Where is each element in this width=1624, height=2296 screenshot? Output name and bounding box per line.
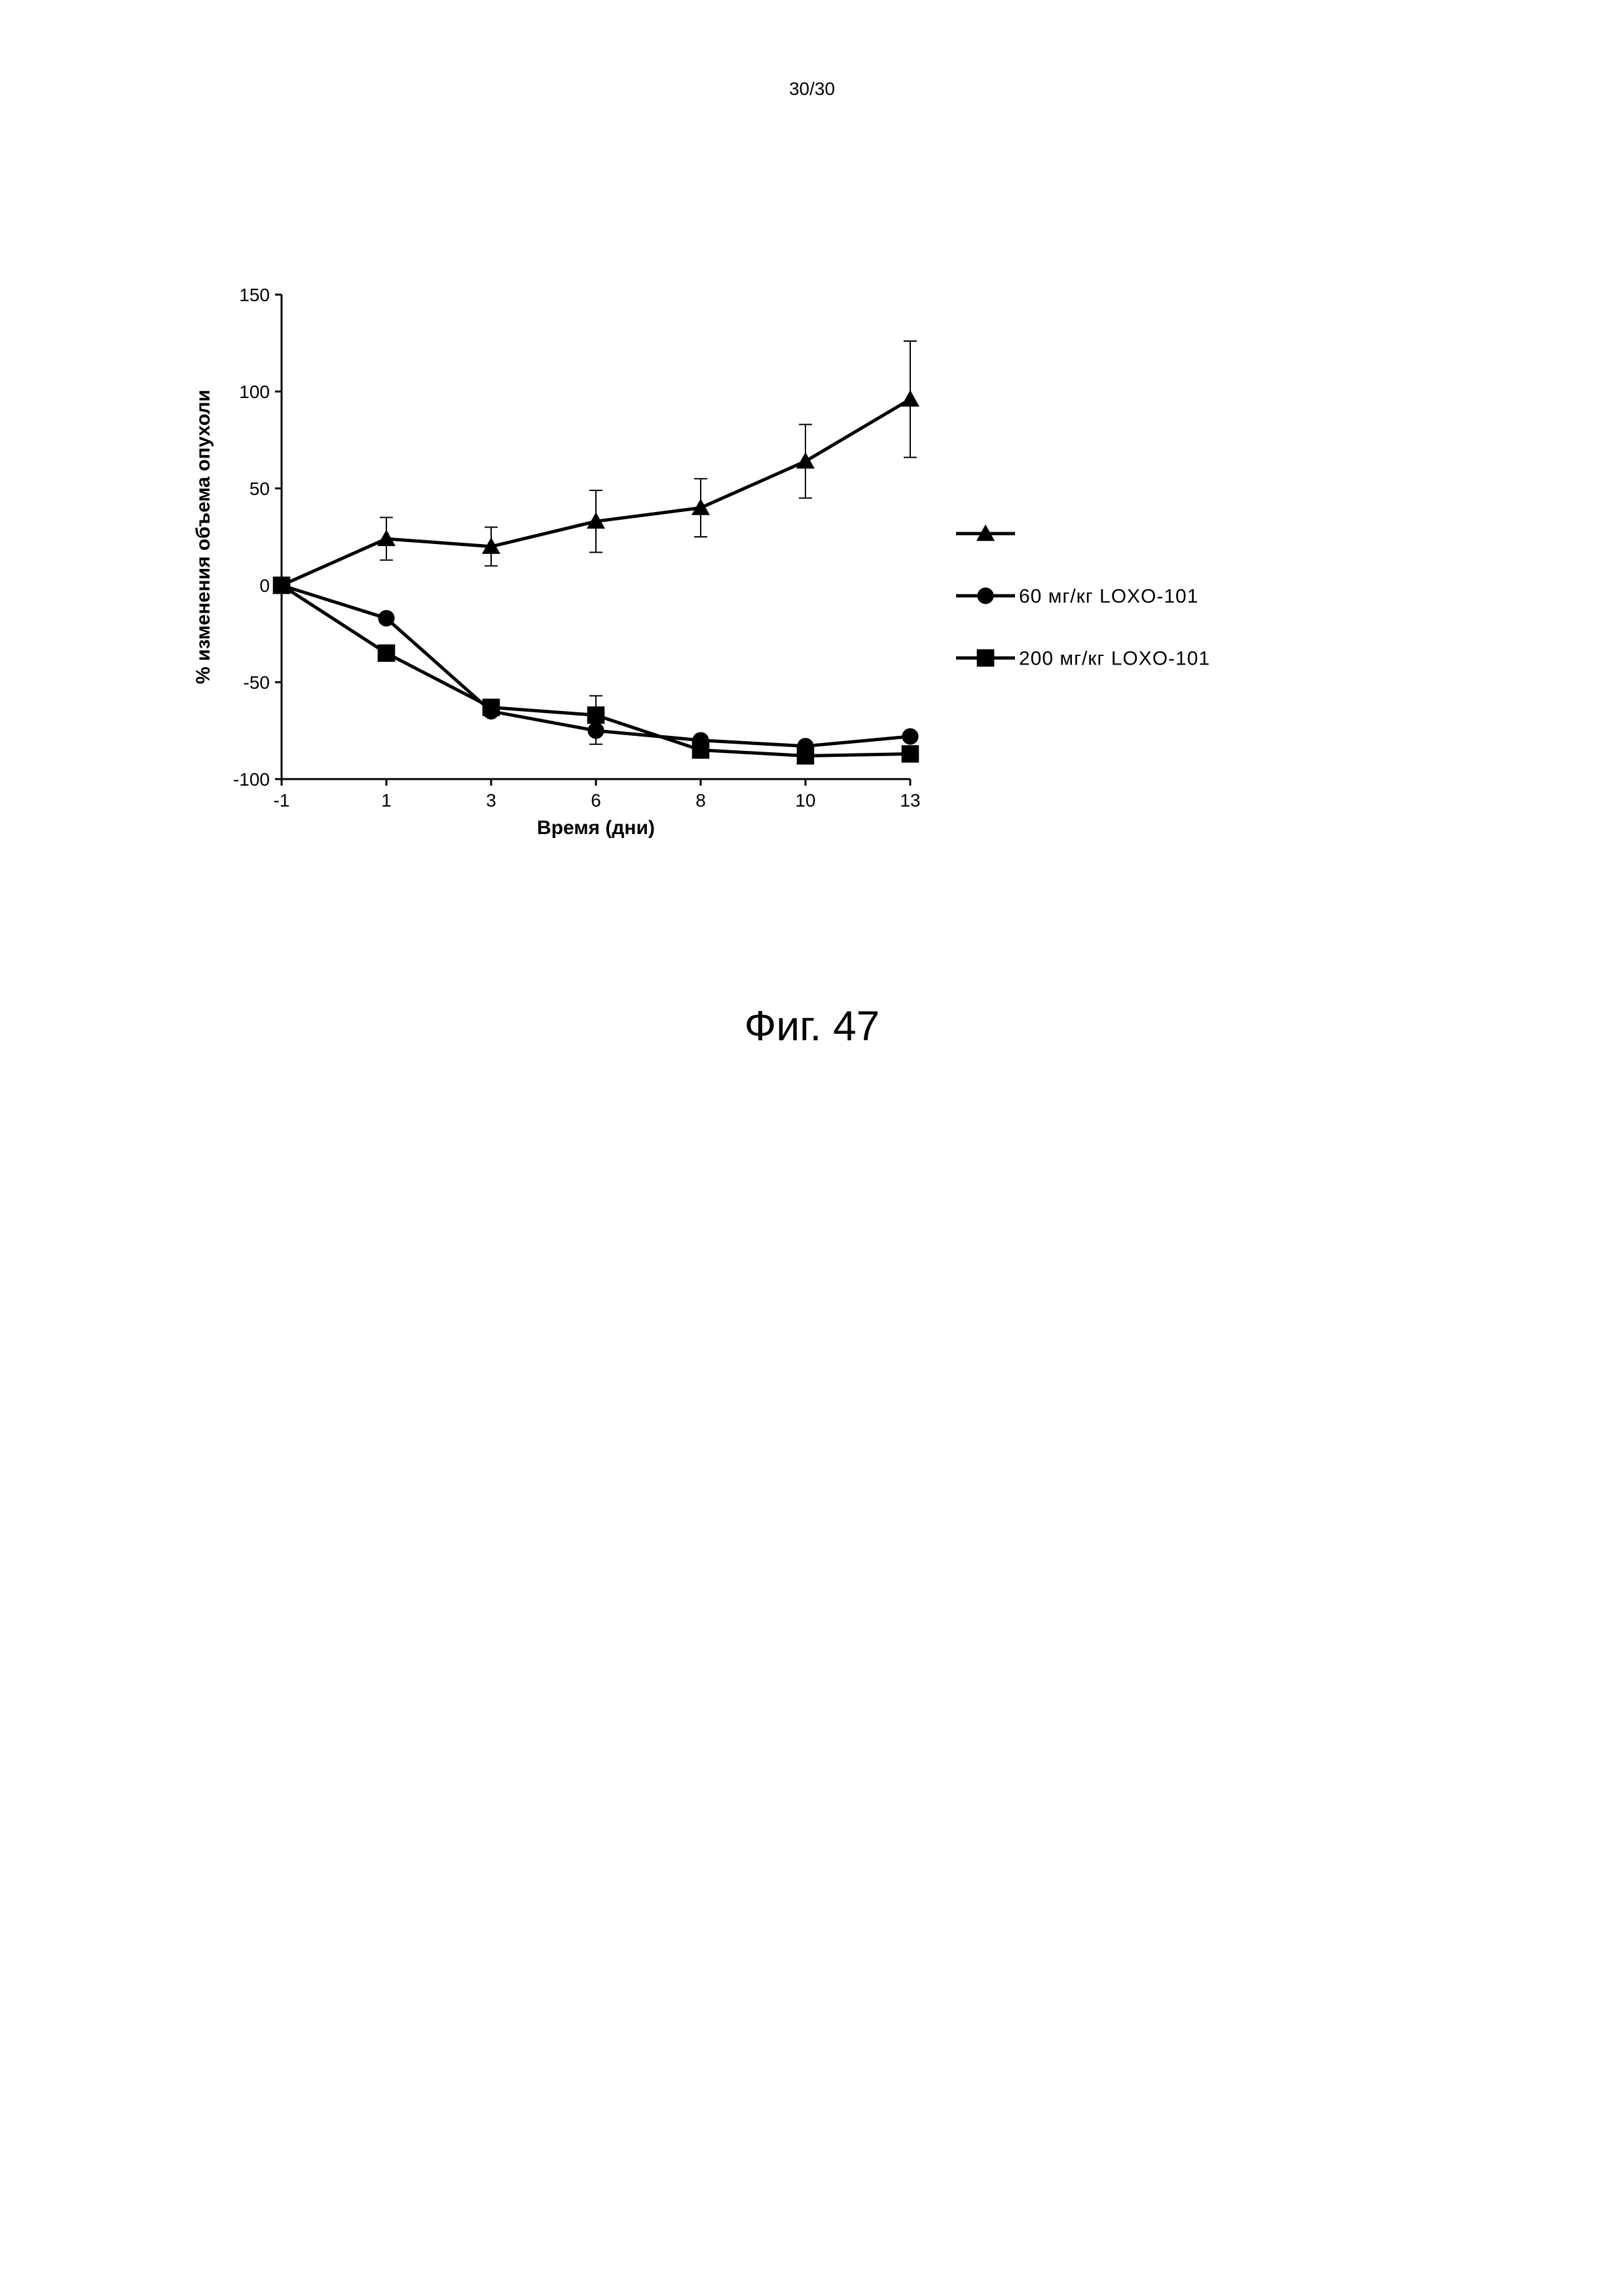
- svg-text:8: 8: [695, 790, 706, 811]
- page-number: 30/30: [0, 79, 1624, 100]
- svg-text:13: 13: [900, 790, 920, 811]
- svg-text:50: 50: [249, 479, 270, 499]
- svg-text:-100: -100: [233, 769, 270, 790]
- svg-text:3: 3: [486, 790, 496, 811]
- svg-text:60 мг/кг LOXO-101: 60 мг/кг LOXO-101: [1019, 586, 1198, 608]
- svg-text:200 мг/кг LOXO-101: 200 мг/кг LOXO-101: [1019, 648, 1210, 670]
- svg-text:1: 1: [381, 790, 392, 811]
- svg-text:10: 10: [795, 790, 815, 811]
- svg-text:150: 150: [239, 285, 270, 305]
- figure-caption: Фиг. 47: [0, 1002, 1624, 1050]
- svg-text:Время (дни): Время (дни): [537, 817, 655, 839]
- tumor-volume-chart: -100-50050100150-113681013Время (дни)% и…: [151, 275, 1369, 864]
- svg-text:0: 0: [259, 575, 270, 596]
- svg-text:100: 100: [239, 382, 270, 402]
- svg-text:6: 6: [591, 790, 601, 811]
- chart-figure: -100-50050100150-113681013Время (дни)% и…: [151, 275, 1369, 864]
- svg-text:-50: -50: [244, 672, 270, 693]
- svg-text:% изменения объема опухоли: % изменения объема опухоли: [193, 390, 214, 684]
- svg-text:-1: -1: [274, 790, 290, 811]
